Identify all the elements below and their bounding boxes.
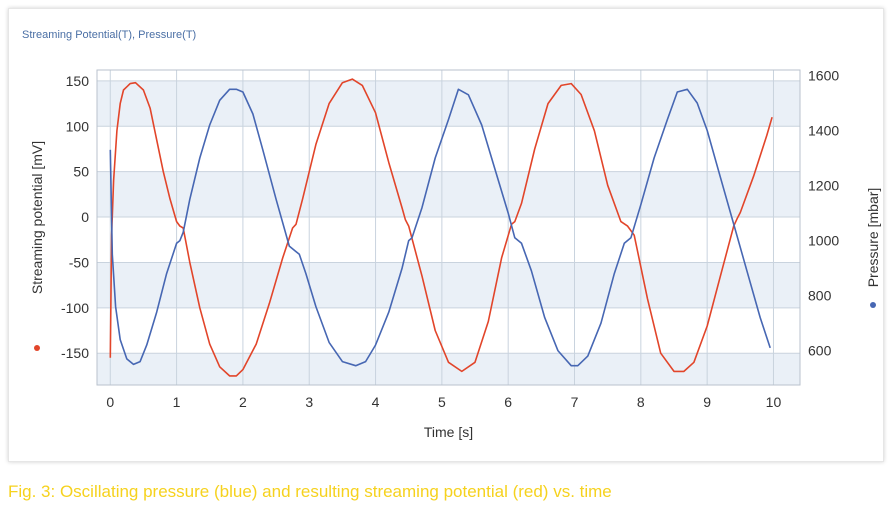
background-band [97, 262, 800, 308]
y-right-axis-title-group: Pressure [mbar] [865, 188, 881, 308]
x-tick-label: 6 [504, 394, 512, 410]
y-right-tick-label: 1600 [808, 68, 839, 84]
y-left-tick-label: 100 [66, 118, 90, 134]
y-left-tick-label: 50 [73, 164, 89, 180]
plot-frame [96, 69, 801, 386]
background-band [97, 353, 800, 385]
y-right-tick-label: 1400 [808, 123, 839, 139]
y-right-tick-label: 1200 [808, 178, 839, 194]
y-right-tick-label: 800 [808, 288, 832, 304]
y-left-tick-label: -100 [61, 300, 89, 316]
y-right-tick-label: 1000 [808, 233, 839, 249]
series-layer [109, 78, 773, 377]
y-right-axis-title: Pressure [mbar] [865, 188, 881, 288]
y-left-tick-label: -50 [69, 254, 89, 270]
pressure-line [109, 88, 771, 367]
streaming-potential-line [109, 78, 773, 377]
tick-labels: 0 1 2 3 4 5 6 7 8 9 10 150 100 50 0 -50 -100 -150 1600 1400… [61, 68, 839, 410]
background-band [97, 171, 800, 218]
grid-lines [97, 70, 800, 385]
pressure-legend-dot [870, 302, 876, 308]
chart-panel-title: Streaming Potential(T), Pressure(T) [22, 29, 197, 41]
x-tick-label: 9 [703, 394, 711, 410]
y-left-axis-title: Streaming potential [mV] [29, 141, 45, 294]
y-left-tick-label: 150 [66, 73, 90, 89]
x-tick-label: 2 [239, 394, 247, 410]
y-left-axis-title-group: Streaming potential [mV] [29, 141, 45, 351]
background-bands [97, 80, 800, 385]
x-tick-label: 7 [571, 394, 579, 410]
x-axis-title: Time [s] [424, 424, 473, 440]
chart-svg: 0 1 2 3 4 5 6 7 8 9 10 150 100 50 0 -50 -100 -150 1600 1400… [29, 68, 881, 440]
x-tick-label: 5 [438, 394, 446, 410]
y-left-tick-label: -150 [61, 345, 89, 361]
x-tick-label: 1 [173, 394, 181, 410]
y-right-tick-label: 600 [808, 343, 832, 359]
x-tick-label: 8 [637, 394, 645, 410]
figure-caption: Fig. 3: Oscillating pressure (blue) and … [8, 482, 612, 501]
x-tick-label: 3 [305, 394, 313, 410]
x-tick-label: 10 [766, 394, 782, 410]
x-tick-label: 0 [106, 394, 114, 410]
streaming-legend-dot [34, 345, 40, 351]
y-left-tick-label: 0 [81, 209, 89, 225]
x-tick-label: 4 [372, 394, 380, 410]
